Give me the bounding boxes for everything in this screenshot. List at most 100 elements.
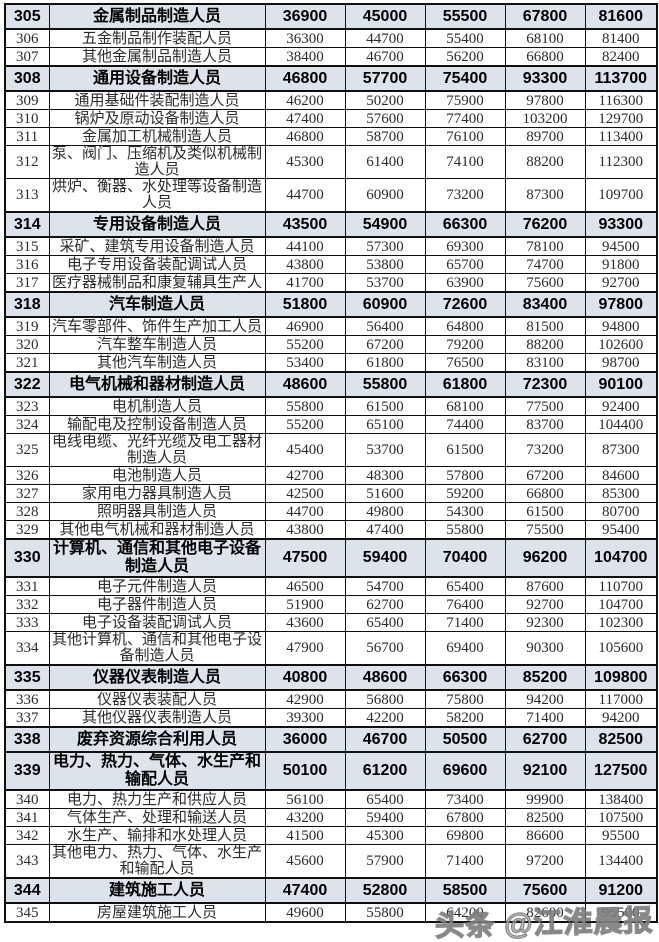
row-value: 95500 (584, 902, 658, 923)
row-value: 51900 (264, 595, 346, 614)
row-value: 75600 (504, 877, 586, 904)
row-code: 330 (4, 538, 50, 578)
row-value: 85300 (584, 484, 658, 503)
row-value: 59400 (344, 538, 426, 578)
row-value: 102300 (584, 613, 658, 632)
row-value: 55500 (424, 3, 506, 30)
row-value: 99900 (504, 789, 586, 809)
row-value: 109700 (584, 178, 658, 213)
row-name: 计算机、通信和其他电子设备制造人员 (48, 538, 266, 578)
row-code: 306 (4, 28, 50, 48)
row-code: 319 (4, 316, 50, 336)
table-row: 323 电机制造人员 55800 61500 68100 77500 92400 (4, 396, 658, 416)
row-value: 87600 (504, 576, 586, 596)
row-value: 73200 (424, 178, 506, 213)
row-name: 通用设备制造人员 (48, 65, 266, 92)
row-value: 97200 (504, 844, 586, 879)
table-row: 317 医疗器械制品和康复辅具生产人 41700 53700 63900 75600 927… (4, 273, 658, 293)
table-row: 319 汽车零部件、饰件生产加工人员 46900 56400 64800 81500 948… (4, 316, 658, 336)
section-row: 339 电力、热力、气体、水生产和输配人员 50100 61200 69600 92100… (4, 751, 658, 791)
row-value: 46800 (264, 127, 346, 146)
row-value: 76500 (424, 353, 506, 373)
row-value: 67800 (504, 3, 586, 30)
table-row: 345 房屋建筑施工人员 49600 55800 64200 82600 95500 (4, 902, 658, 923)
row-value: 87300 (584, 433, 658, 467)
row-value: 82600 (504, 902, 586, 923)
row-value: 89700 (504, 127, 586, 146)
row-value: 91800 (584, 255, 658, 274)
row-value: 71400 (424, 844, 506, 879)
row-value: 81400 (584, 28, 658, 48)
row-value: 56400 (344, 316, 426, 336)
row-name: 仪器仪表装配人员 (48, 689, 266, 709)
row-value: 69300 (424, 236, 506, 256)
row-code: 327 (4, 484, 50, 503)
row-code: 312 (4, 145, 50, 179)
row-code: 343 (4, 844, 50, 879)
table-row: 328 照明器具制造人员 44700 49800 54300 61500 80700 (4, 502, 658, 521)
row-value: 64800 (424, 316, 506, 336)
row-value: 74700 (504, 255, 586, 274)
row-code: 337 (4, 708, 50, 728)
row-value: 51800 (264, 291, 346, 318)
row-value: 116300 (584, 90, 658, 110)
row-name: 水生产、输排和水处理人员 (48, 826, 266, 845)
row-value: 59200 (424, 484, 506, 503)
row-value: 67200 (344, 335, 426, 354)
row-code: 307 (4, 47, 50, 67)
row-value: 74100 (424, 145, 506, 179)
row-value: 77400 (424, 109, 506, 128)
row-value: 65400 (344, 789, 426, 809)
row-value: 113700 (584, 65, 658, 92)
row-value: 61200 (344, 751, 426, 791)
row-value: 75900 (424, 90, 506, 110)
table-row: 332 电子器件制造人员 51900 62700 76400 92700 104700 (4, 595, 658, 614)
row-value: 42200 (344, 708, 426, 728)
row-value: 55200 (264, 335, 346, 354)
row-code: 334 (4, 631, 50, 666)
row-value: 65700 (424, 255, 506, 274)
section-row: 338 废弃资源综合利用人员 36000 46700 50500 62700 82500 (4, 726, 658, 753)
row-value: 47500 (264, 538, 346, 578)
row-value: 110700 (584, 576, 658, 596)
row-value: 61500 (424, 433, 506, 467)
table-row: 343 其他电力、热力、气体、水生产和输配人员 45600 57900 71400 972… (4, 844, 658, 879)
row-name: 其他仪器仪表制造人员 (48, 708, 266, 728)
row-code: 339 (4, 751, 50, 791)
row-value: 94800 (584, 316, 658, 336)
row-code: 345 (4, 902, 50, 923)
row-value: 94200 (504, 689, 586, 709)
row-value: 65100 (344, 415, 426, 434)
row-value: 92700 (504, 595, 586, 614)
row-value: 59400 (344, 808, 426, 827)
row-value: 47400 (264, 109, 346, 128)
row-name: 金属加工机械制造人员 (48, 127, 266, 146)
row-value: 71400 (424, 613, 506, 632)
table-row: 324 输配电及控制设备制造人员 55200 65100 74400 83700 10440… (4, 415, 658, 434)
row-value: 60900 (344, 178, 426, 213)
row-code: 321 (4, 353, 50, 373)
row-value: 96200 (504, 538, 586, 578)
row-code: 318 (4, 291, 50, 318)
row-value: 36900 (264, 3, 346, 30)
row-value: 90300 (504, 631, 586, 666)
row-value: 49800 (344, 502, 426, 521)
row-value: 98700 (584, 353, 658, 373)
row-code: 324 (4, 415, 50, 434)
row-value: 46700 (344, 726, 426, 753)
row-value: 55400 (424, 28, 506, 48)
row-code: 313 (4, 178, 50, 213)
row-value: 46900 (264, 316, 346, 336)
row-code: 333 (4, 613, 50, 632)
row-value: 61500 (504, 502, 586, 521)
row-value: 102600 (584, 335, 658, 354)
row-value: 62700 (504, 726, 586, 753)
row-value: 56100 (264, 789, 346, 809)
row-value: 42900 (264, 689, 346, 709)
row-value: 79200 (424, 335, 506, 354)
row-value: 66800 (504, 484, 586, 503)
row-value: 127500 (584, 751, 658, 791)
row-code: 331 (4, 576, 50, 596)
row-name: 其他计算机、通信和其他电子设备制造人员 (48, 631, 266, 666)
